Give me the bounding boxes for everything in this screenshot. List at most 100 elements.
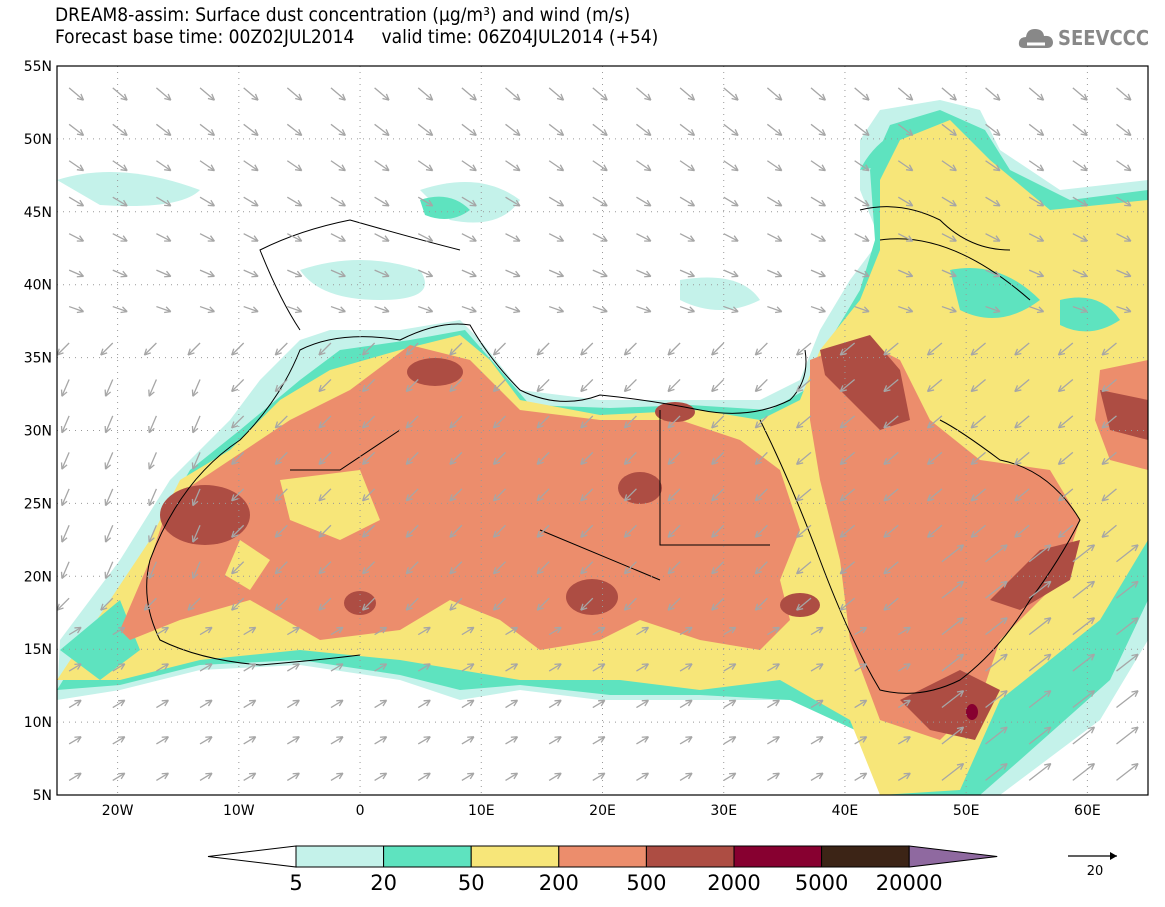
wind-arrow [192,488,201,506]
wind-arrow [199,772,213,781]
wind-arrow [449,597,463,611]
wind-arrow [1058,415,1074,429]
wind-arrow-head [818,306,826,314]
wind-arrow [592,160,608,172]
wind-arrow [927,378,943,392]
wind-arrow [330,663,344,672]
wind-arrow-head [231,567,239,575]
wind-arrow-head [1044,617,1052,625]
wind-arrow-head [118,699,126,707]
wind-arrow [623,415,637,429]
wind-arrow-head [148,389,155,397]
wind-arrow-head [772,736,780,743]
wind-arrow-head [1087,762,1096,770]
wind-arrow [548,196,564,207]
wind-arrow-head [772,626,780,634]
wind-arrow [810,772,824,781]
wind-arrow-head [148,535,155,543]
wind-arrow-head [1087,617,1096,625]
wind-arrow-head [903,772,911,780]
wind-arrow-head [361,348,370,356]
wind-arrow [231,379,245,392]
wind-arrow-head [74,699,82,707]
wind-arrow-head [513,93,521,101]
wind-arrow-head [1080,93,1088,101]
wind-arrow [1116,726,1139,745]
wind-arrow-head [449,494,457,502]
wind-arrow [796,597,812,611]
wind-arrow-head [469,235,477,242]
logo-text: SEEVCCC [1058,26,1150,50]
wind-arrow-head [292,772,300,780]
wind-arrow-head [1080,270,1088,278]
wind-arrow-head [318,530,326,538]
wind-arrow-head [118,626,126,634]
wind-arrow [287,233,303,242]
arrow-head-icon [1110,852,1117,860]
wind-arrow [449,379,463,392]
wind-arrow [536,488,550,502]
wind-arrow-head [118,772,126,780]
wind-arrow-head [382,235,390,242]
wind-arrow-head [1000,690,1008,698]
wind-reference: 20 [1068,852,1117,879]
wind-arrow-head [1044,726,1052,734]
wind-arrow-head [926,530,935,538]
wind-arrow-head [405,457,413,465]
wind-arrow [192,561,201,579]
wind-arrow [536,597,550,611]
wind-arrow [941,544,964,563]
wind-arrow-head [492,384,501,393]
wind-arrow-head [60,462,68,470]
wind-arrow [61,525,70,543]
wind-arrow [898,305,913,313]
wind-arrow-head [118,736,126,743]
wind-arrow [941,196,957,207]
wind-arrow-head [405,384,413,393]
wind-arrow [810,626,824,636]
wind-arrow-head [623,348,632,356]
wind-arrow-head [731,129,739,136]
wind-arrow [985,305,1001,313]
wind-arrow-head [248,736,257,743]
wind-arrow [417,233,433,242]
wind-arrow-head [685,699,693,707]
wind-arrow [112,699,126,709]
wind-arrow-head [191,535,199,543]
wind-arrow [679,736,693,745]
wind-arrow-head [580,494,588,502]
wind-arrow-head [580,457,588,465]
wind-arrow [1072,763,1095,781]
wind-arrow-head [644,270,652,278]
wind-arrow-head [598,699,606,707]
wind-arrow [985,160,1001,172]
wind-arrow-head [600,199,608,207]
wind-arrow-head [274,384,282,393]
wind-arrow-head [120,270,128,278]
lon-label: 40E [832,803,859,819]
wind-arrow-head [536,348,544,356]
wind-arrow-head [993,129,1001,136]
wind-arrow-head [711,567,719,575]
wind-arrow [985,87,1001,101]
wind-arrow-head [120,129,128,136]
wind-arrow [362,524,376,538]
wind-arrow [148,488,157,506]
wind-arrow [461,305,477,313]
wind-arrow [417,196,433,207]
wind-arrow [1028,726,1052,745]
wind-arrow-head [641,772,649,780]
wind-arrow [61,561,70,579]
wind-arrow [854,196,870,207]
lat-label: 45N [24,205,52,221]
wind-arrow-head [248,772,257,780]
wind-arrow [461,123,477,136]
wind-arrow [330,160,346,172]
wind-arrow-head [711,348,719,356]
wind-arrow [711,379,725,392]
wind-arrow-head [775,306,783,314]
wind-arrow-head [600,235,608,242]
map-title: DREAM8-assim: Surface dust concentration… [55,4,631,26]
wind-arrow-head [667,530,675,538]
wind-arrow-head [120,235,128,242]
